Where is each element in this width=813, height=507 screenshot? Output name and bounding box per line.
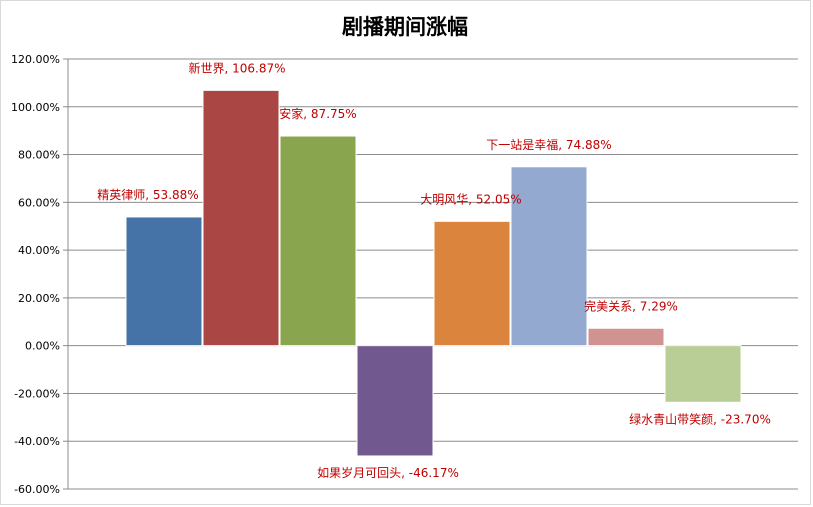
data-label-3: 安家, 87.75% [279, 106, 356, 121]
y-tick-label: -60.00% [14, 483, 60, 496]
y-tick-label: 0.00% [25, 340, 60, 353]
data-label-2: 新世界, 106.87% [188, 60, 285, 75]
y-tick-label: -20.00% [14, 387, 60, 400]
y-tick-label: 120.00% [11, 53, 60, 66]
y-tick-label: 60.00% [18, 196, 60, 209]
bar-2 [202, 89, 280, 347]
bar-5 [433, 220, 511, 347]
data-label-1: 精英律师, 53.88% [97, 188, 198, 202]
data-label-6: 下一站是幸福, 74.88% [486, 137, 611, 152]
data-label-7: 完美关系, 7.29% [584, 298, 678, 313]
data-label-4: 如果岁月可回头, -46.17% [317, 465, 459, 480]
bars [125, 89, 742, 457]
data-labels: 精英律师, 53.88% 新世界, 106.87% 安家, 87.75% 如果岁月可回… [97, 60, 771, 480]
bar-7 [587, 327, 665, 347]
bar-6 [510, 166, 588, 347]
y-tick-label: 80.00% [18, 149, 60, 162]
y-tick-label: -40.00% [14, 435, 60, 448]
chart-title: 剧播期间涨幅 [342, 15, 468, 39]
data-label-8: 绿水青山带笑颜, -23.70% [629, 411, 771, 426]
y-tick-label: 40.00% [18, 244, 60, 257]
bar-8 [664, 345, 742, 403]
data-label-5: 大明风华, 52.05% [420, 192, 521, 206]
bar-1 [125, 216, 203, 347]
y-tick-label: 20.00% [18, 292, 60, 305]
y-tick-label: 100.00% [11, 101, 60, 114]
bar-4 [356, 345, 434, 457]
bar-3 [279, 135, 357, 347]
y-axis: 120.00% 100.00% 80.00% 60.00% 40.00% 20.00% 0.… [11, 53, 69, 496]
